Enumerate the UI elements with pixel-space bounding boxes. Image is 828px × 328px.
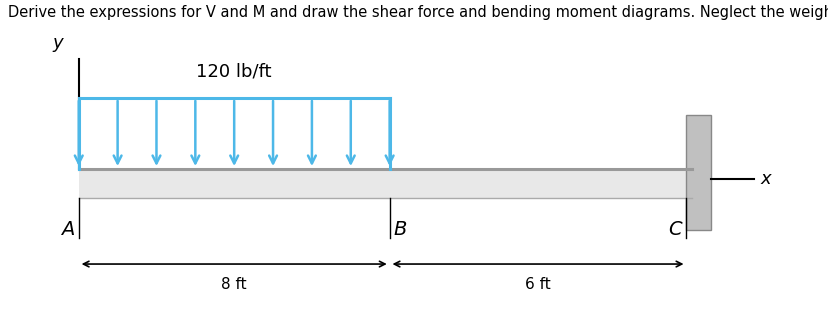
Text: C: C	[668, 220, 681, 239]
Text: y: y	[53, 34, 63, 52]
Bar	[79, 169, 691, 198]
Bar	[686, 115, 710, 230]
Text: Derive the expressions for V and M and draw the shear force and bending moment d: Derive the expressions for V and M and d…	[8, 5, 828, 20]
Text: 120 lb/ft: 120 lb/ft	[196, 62, 272, 80]
Text: 6 ft: 6 ft	[524, 277, 551, 292]
Text: B: B	[393, 220, 407, 239]
Text: 8 ft: 8 ft	[221, 277, 247, 292]
Text: A: A	[61, 220, 75, 239]
Text: x: x	[759, 170, 770, 188]
